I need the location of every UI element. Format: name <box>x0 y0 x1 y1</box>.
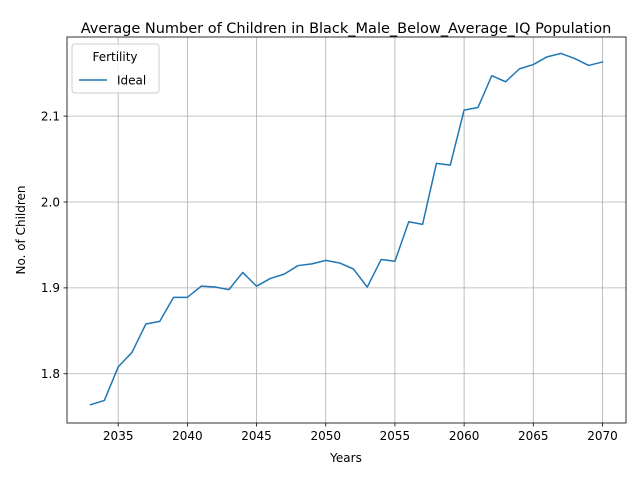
chart-title: Average Number of Children in Black_Male… <box>81 21 612 37</box>
series-layer <box>89 52 604 406</box>
axes: 2035 2040 2045 2050 2055 2060 2065 2070 1.8 1.9 2.… <box>41 36 627 443</box>
legend: Fertility Ideal <box>71 43 160 94</box>
x-tick-label: 2060 <box>449 429 480 443</box>
legend-label-ideal: Ideal <box>117 74 146 88</box>
x-tick-label: 2035 <box>103 429 134 443</box>
series-line-ideal <box>89 52 604 406</box>
x-tick-label: 2045 <box>241 429 272 443</box>
plot-frame <box>66 36 627 424</box>
y-tick-label: 1.8 <box>41 367 60 381</box>
x-tick-label: 2050 <box>310 429 341 443</box>
y-axis-label: No. of Children <box>14 185 28 274</box>
x-axis-label: Years <box>329 451 362 465</box>
x-tick-label: 2055 <box>380 429 411 443</box>
y-tick-label: 1.9 <box>41 281 60 295</box>
y-tick-label: 2.0 <box>41 195 60 209</box>
x-tick-label: 2070 <box>587 429 618 443</box>
x-tick-label: 2065 <box>518 429 549 443</box>
x-tick-label: 2040 <box>172 429 203 443</box>
y-tick-label: 2.1 <box>41 109 60 123</box>
legend-title: Fertility <box>92 50 137 64</box>
grid <box>67 37 626 423</box>
